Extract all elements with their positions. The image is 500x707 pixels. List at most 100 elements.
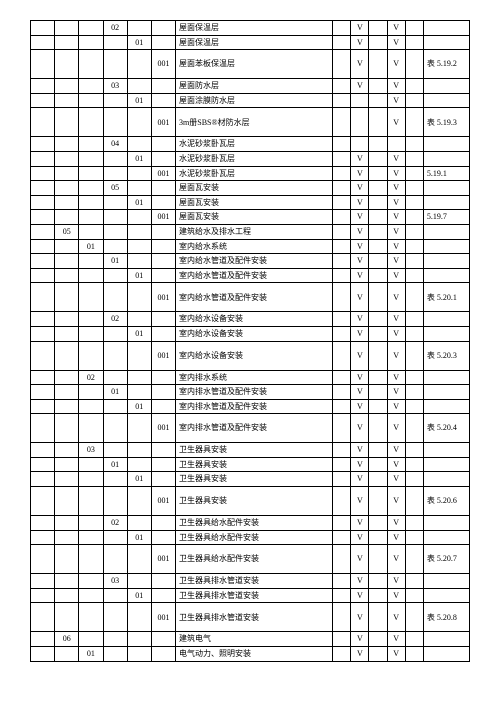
check-col-4: V: [387, 545, 405, 574]
code-col-1: [31, 35, 55, 50]
code-col-6: [151, 385, 175, 400]
description: 屋面苯板保温层: [176, 50, 333, 79]
check-col-1: [333, 35, 351, 50]
code-col-2: [55, 326, 79, 341]
code-col-1: [31, 457, 55, 472]
code-col-6: [151, 239, 175, 254]
code-col-2: [55, 341, 79, 370]
code-col-6: [151, 530, 175, 545]
check-col-2: V: [351, 283, 369, 312]
code-col-3: [79, 487, 103, 516]
table-row: 01室内给水管道及配件安装VV: [31, 268, 470, 283]
code-col-6: [151, 21, 175, 36]
check-col-1: [333, 283, 351, 312]
code-col-6: [151, 35, 175, 50]
code-col-5: [127, 574, 151, 589]
code-col-4: [103, 399, 127, 414]
table-row: 01室内给水设备安装VV: [31, 326, 470, 341]
table-row: 001卫生器具给水配件安装VV表 5.20.7: [31, 545, 470, 574]
reference: 表 5.20.6: [423, 487, 469, 516]
table-row: 01卫生器具安装VV: [31, 472, 470, 487]
check-col-3: [369, 108, 387, 137]
description: 室内给水管道及配件安装: [176, 254, 333, 269]
description: 水泥砂浆卧瓦层: [176, 137, 333, 152]
check-col-1: [333, 399, 351, 414]
code-col-2: [55, 195, 79, 210]
description: 室内给水设备安装: [176, 326, 333, 341]
reference: 表 5.19.3: [423, 108, 469, 137]
code-col-3: [79, 151, 103, 166]
code-col-5: 01: [127, 35, 151, 50]
check-col-2: V: [351, 268, 369, 283]
table-row: 02室内排水系统VV: [31, 370, 470, 385]
check-col-5: [405, 632, 423, 647]
reference: [423, 326, 469, 341]
reference: [423, 472, 469, 487]
code-col-4: [103, 151, 127, 166]
code-col-2: [55, 166, 79, 181]
check-col-2: V: [351, 312, 369, 327]
check-col-3: [369, 79, 387, 94]
code-col-2: [55, 268, 79, 283]
table-row: 01电气动力、照明安装VV: [31, 647, 470, 662]
code-col-5: 01: [127, 399, 151, 414]
table-row: 01室内给水管道及配件安装VV: [31, 254, 470, 269]
code-col-2: [55, 457, 79, 472]
check-col-5: [405, 385, 423, 400]
check-col-1: [333, 647, 351, 662]
table-row: 001室内给水管道及配件安装VV表 5.20.1: [31, 283, 470, 312]
code-col-1: [31, 50, 55, 79]
check-col-2: [351, 137, 369, 152]
check-col-4: V: [387, 224, 405, 239]
check-col-5: [405, 443, 423, 458]
table-row: 01室内排水管道及配件安装VV: [31, 399, 470, 414]
check-col-1: [333, 50, 351, 79]
check-col-5: [405, 108, 423, 137]
code-col-1: [31, 312, 55, 327]
check-col-1: [333, 370, 351, 385]
code-col-5: 01: [127, 472, 151, 487]
code-col-6: 001: [151, 50, 175, 79]
check-col-4: V: [387, 414, 405, 443]
table-row: 001卫生器具安装VV表 5.20.6: [31, 487, 470, 516]
description: 卫生器具排水管道安装: [176, 603, 333, 632]
code-col-5: [127, 516, 151, 531]
check-col-2: V: [351, 21, 369, 36]
check-col-1: [333, 516, 351, 531]
reference: 表 5.20.7: [423, 545, 469, 574]
code-col-3: [79, 530, 103, 545]
code-col-3: [79, 399, 103, 414]
code-col-1: [31, 603, 55, 632]
code-col-4: 02: [103, 516, 127, 531]
code-col-6: 001: [151, 341, 175, 370]
check-col-1: [333, 239, 351, 254]
check-col-5: [405, 341, 423, 370]
check-col-5: [405, 545, 423, 574]
code-col-1: [31, 79, 55, 94]
check-col-5: [405, 399, 423, 414]
reference: [423, 647, 469, 662]
code-col-2: [55, 603, 79, 632]
code-col-3: 03: [79, 443, 103, 458]
check-col-5: [405, 35, 423, 50]
check-col-2: V: [351, 166, 369, 181]
check-col-4: V: [387, 79, 405, 94]
check-col-5: [405, 181, 423, 196]
code-col-1: [31, 254, 55, 269]
code-col-2: [55, 472, 79, 487]
code-col-5: [127, 239, 151, 254]
check-col-5: [405, 151, 423, 166]
description: 屋面保温层: [176, 21, 333, 36]
code-col-5: [127, 487, 151, 516]
code-col-6: [151, 224, 175, 239]
check-col-2: V: [351, 545, 369, 574]
code-col-5: [127, 341, 151, 370]
code-col-6: [151, 632, 175, 647]
reference: [423, 312, 469, 327]
code-col-4: [103, 268, 127, 283]
reference: [423, 457, 469, 472]
code-col-1: [31, 93, 55, 108]
description: 室内给水设备安装: [176, 341, 333, 370]
check-col-3: [369, 166, 387, 181]
construction-table: 02屋面保温层VV01屋面保温层VV001屋面苯板保温层VV表 5.19.203…: [30, 20, 470, 662]
